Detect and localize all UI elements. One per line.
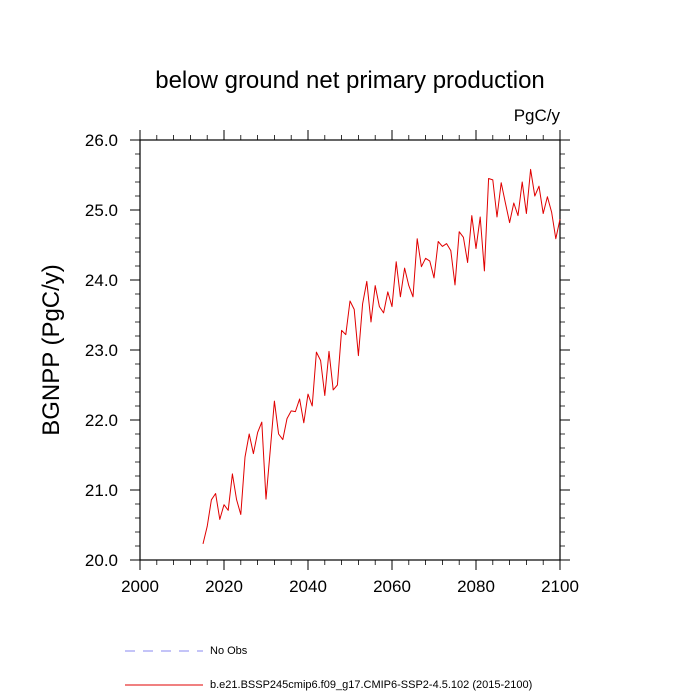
- x-tick-label: 2100: [541, 577, 579, 596]
- units-label: PgC/y: [513, 106, 560, 125]
- plot-frame: [139, 139, 561, 561]
- x-tick-label: 2080: [457, 577, 495, 596]
- y-tick-label: 25.0: [85, 201, 118, 220]
- y-tick-label: 23.0: [85, 341, 118, 360]
- y-tick-label: 22.0: [85, 411, 118, 430]
- x-tick-label: 2000: [121, 577, 159, 596]
- y-tick-label: 20.0: [85, 551, 118, 570]
- series-line: [202, 168, 561, 545]
- legend-label-model-run: b.e21.BSSP245cmip6.f09_g17.CMIP6-SSP2-4.…: [210, 679, 533, 691]
- y-tick-label: 24.0: [85, 271, 118, 290]
- chart-title: below ground net primary production: [155, 67, 545, 94]
- legend-label-no-obs: No Obs: [210, 645, 248, 657]
- y-tick-label: 21.0: [85, 481, 118, 500]
- x-tick-label: 2060: [373, 577, 411, 596]
- x-tick-label: 2040: [289, 577, 327, 596]
- y-tick-label: 26.0: [85, 131, 118, 150]
- x-tick-label: 2020: [205, 577, 243, 596]
